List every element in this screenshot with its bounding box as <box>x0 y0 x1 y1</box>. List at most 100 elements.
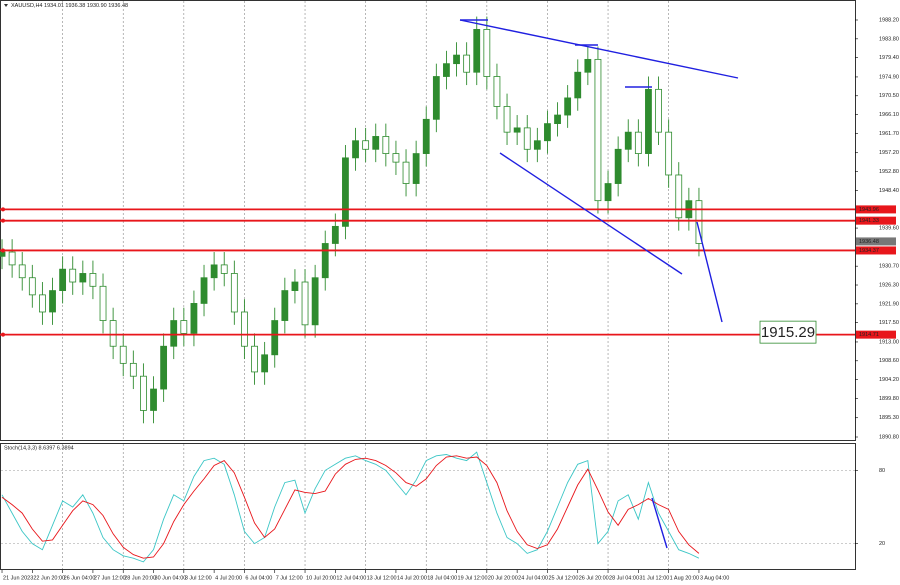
candle-body <box>544 123 551 142</box>
x-tick-label: 4 Jul 20:00 <box>215 575 242 581</box>
annotation-box <box>759 320 817 344</box>
candle-body <box>483 29 491 77</box>
candle-body <box>382 136 390 154</box>
candle-body <box>584 58 592 73</box>
y-tick-label: 1939.60 <box>879 226 899 232</box>
candle-body <box>392 153 400 163</box>
y-tick-label: 1970.50 <box>879 93 899 99</box>
level-anchor <box>1 218 5 223</box>
candle-body <box>342 157 349 227</box>
x-tick-label: 26 Jun 04:00 <box>64 575 96 581</box>
candle-body <box>18 264 26 279</box>
candle-body <box>150 388 157 411</box>
candle-body <box>372 136 380 150</box>
x-tick-label: 24 Jul 04:00 <box>518 575 548 581</box>
y-tick-label: 1961.70 <box>879 131 899 137</box>
annotation: 1915.29 <box>761 324 815 341</box>
x-tick-label: 1 Aug 20:00 <box>670 575 699 581</box>
candle-body <box>230 273 238 313</box>
y-tick-label: 1895.30 <box>879 415 899 421</box>
trend-line <box>499 152 683 275</box>
level-anchor <box>1 332 5 337</box>
candle-body <box>422 118 430 154</box>
level-label-box <box>856 246 896 255</box>
candle-body <box>453 54 460 65</box>
candle-body <box>503 106 511 133</box>
y-tick-label: 1913.00 <box>879 339 899 345</box>
stoch-frame <box>0 443 856 570</box>
candle-body <box>634 131 642 154</box>
level-label: 1943.96 <box>859 207 879 213</box>
candle-body <box>432 76 440 120</box>
candle-body <box>523 127 531 150</box>
candle-body <box>210 264 218 279</box>
level-label-box <box>856 216 896 225</box>
x-tick-label: 25 Jul 12:00 <box>548 575 578 581</box>
level-anchor <box>1 248 5 253</box>
trend-line <box>696 221 723 323</box>
x-tick-label: 28 Jul 04:00 <box>609 575 639 581</box>
candle-body <box>241 311 248 347</box>
level-anchor <box>1 207 5 212</box>
x-tick-label: 27 Jun 12:00 <box>94 575 126 581</box>
candle-body <box>311 277 319 326</box>
candle-body <box>129 362 137 377</box>
candle-body <box>533 140 541 150</box>
trend-line <box>651 497 668 549</box>
candle-body <box>180 320 188 334</box>
candle-body <box>49 290 56 313</box>
y-tick-label: 1988.20 <box>879 17 899 23</box>
y-tick-label: 1957.20 <box>879 150 899 156</box>
y-tick-label: 1979.40 <box>879 55 899 61</box>
candle-body <box>624 131 632 150</box>
candle-body <box>513 127 521 133</box>
candle-body <box>321 243 329 279</box>
y-tick-label: 1908.60 <box>879 358 899 364</box>
candle-body <box>463 54 471 73</box>
x-tick-label: 14 Jul 20:00 <box>397 575 427 581</box>
y-tick-label: 1983.80 <box>879 36 899 42</box>
candle-body <box>89 273 97 287</box>
candle-body <box>655 88 662 133</box>
y-tick-label: 1899.80 <box>879 396 899 402</box>
y-tick-label: 1930.70 <box>879 264 899 270</box>
candle-body <box>99 285 107 321</box>
candle-body <box>665 131 673 176</box>
symbol-marker <box>4 4 8 7</box>
candle-body <box>645 88 652 154</box>
candle-body <box>8 251 16 266</box>
candle-body <box>39 294 46 313</box>
stoch-line <box>1 455 700 559</box>
candle-body <box>160 345 168 390</box>
y-tick-label: 20 <box>879 541 885 547</box>
x-tick-label: 26 Jul 20:00 <box>579 575 609 581</box>
y-tick-label: 1974.90 <box>879 74 899 80</box>
candle-body <box>614 148 622 184</box>
x-tick-label: 10 Jul 20:00 <box>306 575 336 581</box>
x-tick-label: 7 Jul 12:00 <box>276 575 303 581</box>
y-tick-label: 1966.10 <box>879 112 899 118</box>
candle-body <box>675 174 683 219</box>
x-tick-label: 19 Jul 12:00 <box>458 575 488 581</box>
y-tick-label: 1917.50 <box>879 320 899 326</box>
candle-body <box>695 200 703 244</box>
level-label-box <box>856 330 896 339</box>
candle-body <box>251 345 258 373</box>
x-tick-label: 30 Jun 04:00 <box>155 575 187 581</box>
y-tick-label: 1904.20 <box>879 377 899 383</box>
x-tick-label: 18 Jul 04:00 <box>427 575 457 581</box>
x-tick-label: 31 Jul 12:00 <box>639 575 669 581</box>
level-label: 1941.33 <box>859 218 879 224</box>
stoch-title: Stoch(14,3,3) 8.6397 6.3894 <box>4 445 74 451</box>
y-tick-label: 1926.30 <box>879 282 899 288</box>
candle-body <box>261 354 269 373</box>
candle-body <box>200 277 208 304</box>
candle-body <box>69 268 77 283</box>
candle-body <box>190 303 198 334</box>
y-tick-label: 1948.40 <box>879 188 899 194</box>
stoch-line <box>1 451 700 563</box>
y-tick-label: 1890.80 <box>879 434 899 440</box>
x-tick-label: 21 Jun 2023 <box>3 575 33 581</box>
candle-body <box>281 290 289 321</box>
